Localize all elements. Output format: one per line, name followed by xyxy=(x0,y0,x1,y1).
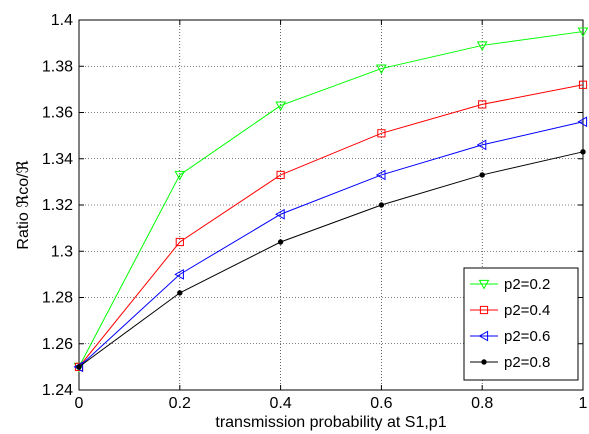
legend-marker xyxy=(478,330,489,342)
data-point xyxy=(275,208,285,220)
x-axis-label: transmission probability at S1,p1 xyxy=(215,414,446,431)
data-point xyxy=(476,41,488,51)
data-point xyxy=(177,290,183,296)
legend: p2=0.2 p2=0.4 p2=0.6 p2=0.8 xyxy=(463,267,579,381)
x-tick-label: 0.6 xyxy=(370,395,392,412)
legend-entry: p2=0.4 xyxy=(470,302,550,319)
data-point xyxy=(174,269,184,280)
y-tick-label: 1.32 xyxy=(42,197,73,214)
y-tick-label: 1.34 xyxy=(42,151,73,168)
grid-lines xyxy=(79,20,583,390)
data-point xyxy=(376,64,387,75)
data-point xyxy=(580,149,586,155)
y-tick-label: 1.26 xyxy=(42,336,73,353)
series-p2=0.6 xyxy=(73,116,588,373)
series-p2=0.8 xyxy=(76,149,586,370)
y-tick-label: 1.36 xyxy=(42,105,73,122)
series-layer xyxy=(73,27,589,373)
data-point xyxy=(577,116,588,128)
axis-ticks: 0 0.2 0.4 0.6 0.8 1 1.24 1.26 1.28 1.3 1.32 1.34 1.3… xyxy=(42,12,588,412)
y-tick-label: 1.28 xyxy=(42,290,73,307)
y-tick-label: 1.38 xyxy=(42,58,73,75)
x-tick-label: 0.8 xyxy=(471,395,493,412)
y-tick-label: 1.24 xyxy=(42,382,73,399)
legend-entry: p2=0.6 xyxy=(470,328,550,345)
data-point xyxy=(578,80,588,89)
legend-label: p2=0.2 xyxy=(504,276,550,293)
legend-label: p2=0.4 xyxy=(504,302,550,319)
series-line xyxy=(78,121,584,368)
data-point xyxy=(277,239,284,245)
data-point xyxy=(174,170,186,181)
y-axis-label: Ratio ℜco/ℜ xyxy=(15,160,32,249)
data-point xyxy=(76,364,82,370)
legend-entry: p2=0.8 xyxy=(470,354,550,371)
legend-marker xyxy=(478,279,490,290)
series-line xyxy=(78,151,584,368)
x-tick-label: 0.2 xyxy=(169,395,191,412)
legend-entry: p2=0.2 xyxy=(470,276,550,293)
data-point xyxy=(577,27,589,38)
x-tick-label: 0 xyxy=(75,395,84,412)
legend-marker xyxy=(479,305,489,315)
series-line xyxy=(78,31,584,368)
series-line xyxy=(78,84,584,368)
data-point xyxy=(175,237,184,247)
data-point xyxy=(378,202,385,208)
data-point xyxy=(276,170,285,180)
legend-marker xyxy=(481,359,487,365)
series-p2=0.4 xyxy=(74,80,588,371)
legend-label: p2=0.8 xyxy=(504,354,550,371)
y-tick-label: 1.3 xyxy=(51,243,73,260)
data-point xyxy=(479,172,485,178)
data-point xyxy=(377,129,386,138)
data-point xyxy=(375,169,386,181)
data-point xyxy=(478,100,487,109)
data-point xyxy=(275,101,286,112)
x-tick-label: 0.4 xyxy=(269,395,291,412)
x-tick-label: 1 xyxy=(579,395,588,412)
legend-label: p2=0.6 xyxy=(504,328,550,345)
y-tick-label: 1.4 xyxy=(51,12,73,29)
data-point xyxy=(476,139,487,151)
